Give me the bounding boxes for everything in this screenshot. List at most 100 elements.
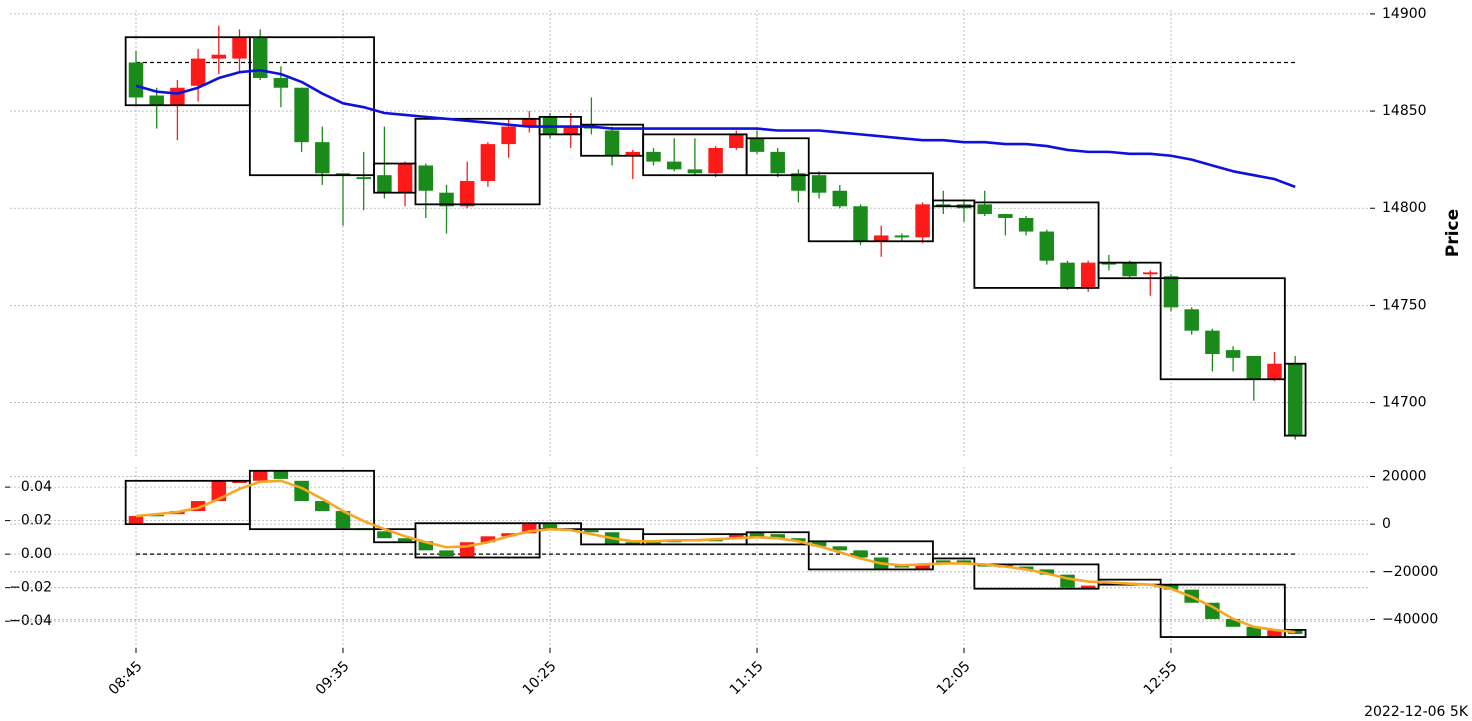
candle-body <box>439 550 454 557</box>
candle-body <box>1184 309 1199 331</box>
candle-body <box>232 37 247 59</box>
range-box <box>1159 583 1286 638</box>
candle-body <box>832 546 848 551</box>
candle-body <box>936 204 951 207</box>
candle-body <box>770 151 785 174</box>
candle-body <box>335 511 351 529</box>
candle-body <box>687 169 703 174</box>
range-box <box>1159 277 1286 381</box>
candle-body <box>791 538 806 542</box>
candle-body <box>1039 569 1055 575</box>
candle-body <box>273 470 289 479</box>
candle-body <box>749 532 765 538</box>
y-tick-label: 14850 <box>1382 103 1427 119</box>
candle-body <box>625 542 641 545</box>
candle-body <box>1246 355 1262 380</box>
y-tick-label: 14900 <box>1382 6 1427 22</box>
candle-body <box>853 550 868 558</box>
x-tick-label: 08:45 <box>106 658 146 698</box>
candle-body <box>1163 276 1179 308</box>
candle-body <box>1018 217 1034 232</box>
range-box <box>932 199 976 208</box>
candle-body <box>729 134 744 148</box>
candle-body <box>1060 262 1075 288</box>
range-box <box>414 117 541 206</box>
candle-body <box>315 142 330 174</box>
y-tick-label: −0.02 <box>9 580 52 596</box>
candle-body <box>729 534 744 540</box>
candle-body <box>1018 566 1034 570</box>
candle-body <box>294 87 309 143</box>
y-tick-label: 0.02 <box>21 513 52 529</box>
candle-body <box>915 564 930 569</box>
candle-body <box>397 538 413 542</box>
candle-body <box>252 37 268 79</box>
x-tick-label: 12:55 <box>1141 658 1181 698</box>
range-box <box>414 522 541 559</box>
range-box <box>1283 362 1307 437</box>
candle-body <box>853 206 868 242</box>
candle-body <box>1267 363 1282 380</box>
indicator-line <box>135 68 1296 189</box>
candle-body <box>128 516 144 524</box>
y-tick-label: 0.04 <box>21 479 52 495</box>
x-tick-label: 11:15 <box>727 658 767 698</box>
candle-body <box>708 147 723 174</box>
candle-body <box>998 214 1013 218</box>
candle-body <box>1246 626 1262 638</box>
candle-body <box>1163 584 1179 590</box>
candle-body <box>1205 602 1220 619</box>
x-tick-label: 10:25 <box>520 658 560 698</box>
y2-tick-label: −20000 <box>1382 564 1438 580</box>
candle-body <box>480 144 496 182</box>
candle-body <box>749 138 765 152</box>
candle-body <box>439 192 454 207</box>
candle-body <box>252 470 268 481</box>
candle-body <box>791 173 806 191</box>
candle-body <box>584 530 599 533</box>
candle-body <box>1039 231 1055 261</box>
candle-body <box>1225 350 1241 358</box>
candle-body <box>1080 262 1096 288</box>
candle-body <box>418 165 434 191</box>
y-tick-label: 14750 <box>1382 297 1427 313</box>
candle-body <box>356 177 371 180</box>
x-tick-label: 09:35 <box>313 658 353 698</box>
candle-body <box>1205 330 1220 354</box>
footnote: 2022-12-06 5K <box>1364 704 1469 720</box>
candle-body <box>128 62 144 98</box>
range-box <box>124 36 251 107</box>
range-box <box>807 172 934 243</box>
y-tick-label: −0.04 <box>9 613 52 629</box>
candle-body <box>397 163 413 193</box>
candle-body <box>232 480 247 483</box>
candle-body <box>522 523 537 534</box>
range-box <box>248 36 375 177</box>
candle-body <box>377 531 392 539</box>
candle-body <box>1287 363 1303 436</box>
range-box <box>807 540 934 571</box>
y2-tick-label: 20000 <box>1382 469 1427 485</box>
range-box <box>973 201 1100 289</box>
candle-body <box>604 130 620 156</box>
range-box <box>248 469 375 531</box>
y-tick-label: 0.00 <box>21 546 52 562</box>
candle-body <box>149 95 164 106</box>
candle-body <box>646 542 661 545</box>
candle-body <box>625 151 641 156</box>
candle-body <box>522 118 537 127</box>
candle-body <box>542 523 558 530</box>
indicator-line <box>135 479 1296 634</box>
candle-body <box>832 190 848 207</box>
candle-body <box>418 541 434 551</box>
candle-body <box>894 235 910 238</box>
range-box <box>745 137 810 177</box>
candle-body <box>915 204 930 238</box>
candle-body <box>977 204 992 215</box>
range-box <box>1097 261 1162 280</box>
y2-tick-label: 0 <box>1382 516 1391 532</box>
candle-body <box>377 175 392 193</box>
candle-body <box>1143 272 1158 275</box>
candle-body <box>1122 262 1137 277</box>
